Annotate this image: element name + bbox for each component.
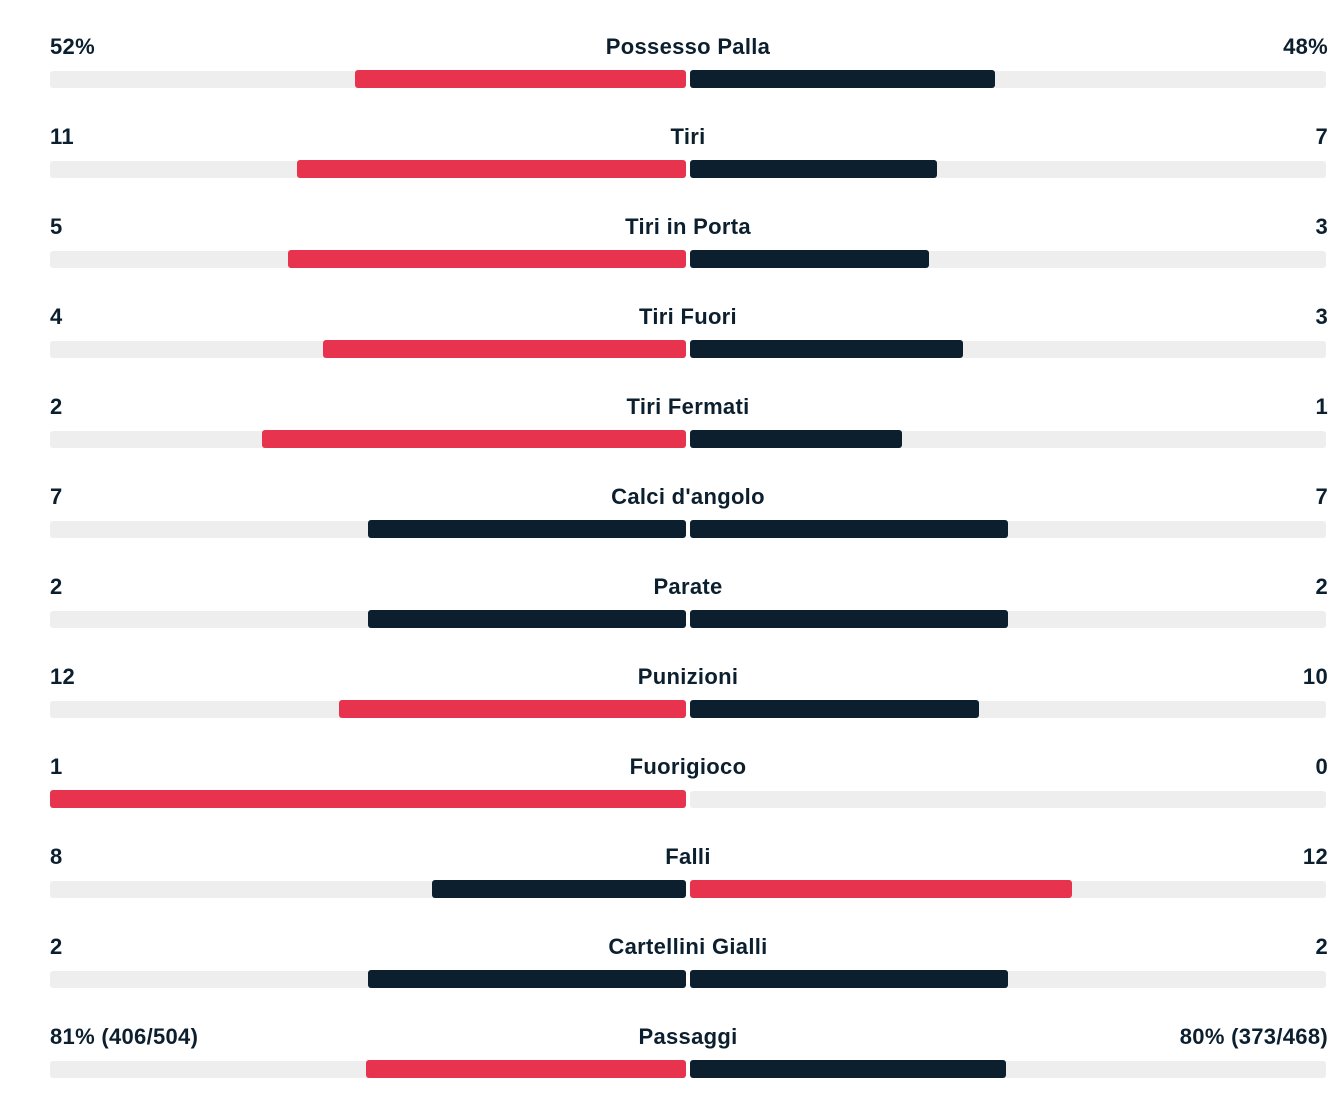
stat-header: 81% (406/504) Passaggi 80% (373/468) — [50, 1020, 1328, 1052]
stat-row: 11 Tiri 7 — [50, 120, 1328, 210]
away-value: 48% — [1283, 34, 1328, 59]
stat-bars — [50, 430, 1326, 448]
home-bar-fill — [368, 610, 686, 628]
stat-row: 1 Fuorigioco 0 — [50, 750, 1328, 840]
stat-header: 7 Calci d'angolo 7 — [50, 480, 1328, 512]
away-bar-fill — [690, 430, 902, 448]
away-bar-fill — [690, 1060, 1006, 1078]
stat-row: 2 Parate 2 — [50, 570, 1328, 660]
stat-header: 52% Possesso Palla 48% — [50, 30, 1328, 62]
home-bar-fill — [432, 880, 686, 898]
stat-bars — [50, 340, 1326, 358]
stat-bars — [50, 70, 1326, 88]
home-value: 2 — [50, 934, 63, 959]
stat-header: 2 Cartellini Gialli 2 — [50, 930, 1328, 962]
home-value: 2 — [50, 574, 63, 599]
home-bar-fill — [366, 1060, 686, 1078]
stat-bars — [50, 880, 1326, 898]
home-bar-fill — [355, 70, 686, 88]
stat-row: 5 Tiri in Porta 3 — [50, 210, 1328, 300]
stat-bars — [50, 1060, 1326, 1078]
away-value: 7 — [1315, 124, 1328, 149]
stat-label: Fuorigioco — [629, 754, 747, 779]
home-value: 7 — [50, 484, 63, 509]
home-value: 4 — [50, 304, 63, 329]
stat-label: Falli — [665, 844, 711, 869]
away-value: 1 — [1315, 394, 1328, 419]
home-bar-fill — [339, 700, 686, 718]
stat-bars — [50, 610, 1326, 628]
home-bar-fill — [262, 430, 686, 448]
home-value: 12 — [50, 664, 76, 689]
home-value: 2 — [50, 394, 63, 419]
stat-label: Tiri Fermati — [626, 394, 750, 419]
away-value: 80% (373/468) — [1179, 1024, 1328, 1049]
home-value: 11 — [50, 124, 74, 149]
stat-header: 12 Punizioni 10 — [50, 660, 1328, 692]
away-value: 7 — [1315, 484, 1328, 509]
away-bar-fill — [690, 700, 979, 718]
stat-header: 1 Fuorigioco 0 — [50, 750, 1328, 782]
away-bar-fill — [690, 70, 995, 88]
stat-label: Possesso Palla — [605, 34, 771, 59]
stat-label: Tiri in Porta — [625, 214, 751, 239]
stat-header: 8 Falli 12 — [50, 840, 1328, 872]
stat-row: 7 Calci d'angolo 7 — [50, 480, 1328, 570]
stat-label: Cartellini Gialli — [608, 934, 768, 959]
home-value: 1 — [50, 754, 63, 779]
stat-row: 2 Cartellini Gialli 2 — [50, 930, 1328, 1020]
home-bar-fill — [323, 340, 686, 358]
away-value: 10 — [1302, 664, 1328, 689]
stat-label: Passaggi — [638, 1024, 738, 1049]
home-value: 8 — [50, 844, 63, 869]
away-bar-fill — [690, 160, 937, 178]
stat-bars — [50, 970, 1326, 988]
away-value: 2 — [1315, 934, 1328, 959]
stat-row: 52% Possesso Palla 48% — [50, 30, 1328, 120]
stat-header: 5 Tiri in Porta 3 — [50, 210, 1328, 242]
stat-header: 2 Tiri Fermati 1 — [50, 390, 1328, 422]
stat-label: Calci d'angolo — [611, 484, 765, 509]
away-value: 3 — [1315, 214, 1328, 239]
stat-bars — [50, 790, 1326, 808]
stat-row: 2 Tiri Fermati 1 — [50, 390, 1328, 480]
stat-bars — [50, 700, 1326, 718]
home-value: 5 — [50, 214, 63, 239]
stat-header: 4 Tiri Fuori 3 — [50, 300, 1328, 332]
away-bar-fill — [690, 610, 1008, 628]
stat-bars — [50, 160, 1326, 178]
stat-row: 12 Punizioni 10 — [50, 660, 1328, 750]
away-value: 0 — [1315, 754, 1328, 779]
home-bar-fill — [368, 970, 686, 988]
away-bar-fill — [690, 250, 929, 268]
away-value: 12 — [1302, 844, 1328, 869]
stat-bars — [50, 250, 1326, 268]
away-bar-track — [690, 791, 1326, 808]
stat-label: Parate — [653, 574, 723, 599]
stat-row: 4 Tiri Fuori 3 — [50, 300, 1328, 390]
match-stats-panel: 52% Possesso Palla 48% 11 Tiri 7 5 Tiri in Port… — [50, 30, 1328, 1110]
away-bar-fill — [690, 970, 1008, 988]
stat-header: 11 Tiri 7 — [50, 120, 1328, 152]
stat-row: 81% (406/504) Passaggi 80% (373/468) — [50, 1020, 1328, 1110]
home-bar-fill — [50, 790, 686, 808]
stat-label: Punizioni — [637, 664, 739, 689]
stat-label: Tiri — [670, 124, 706, 149]
home-value: 52% — [50, 34, 95, 59]
home-bar-fill — [297, 160, 686, 178]
stat-row: 8 Falli 12 — [50, 840, 1328, 930]
away-value: 2 — [1315, 574, 1328, 599]
home-bar-fill — [288, 250, 686, 268]
away-value: 3 — [1315, 304, 1328, 329]
stat-header: 2 Parate 2 — [50, 570, 1328, 602]
away-bar-fill — [690, 880, 1072, 898]
away-bar-fill — [690, 520, 1008, 538]
away-bar-fill — [690, 340, 963, 358]
home-bar-fill — [368, 520, 686, 538]
home-value: 81% (406/504) — [50, 1024, 199, 1049]
stat-bars — [50, 520, 1326, 538]
stat-label: Tiri Fuori — [639, 304, 737, 329]
